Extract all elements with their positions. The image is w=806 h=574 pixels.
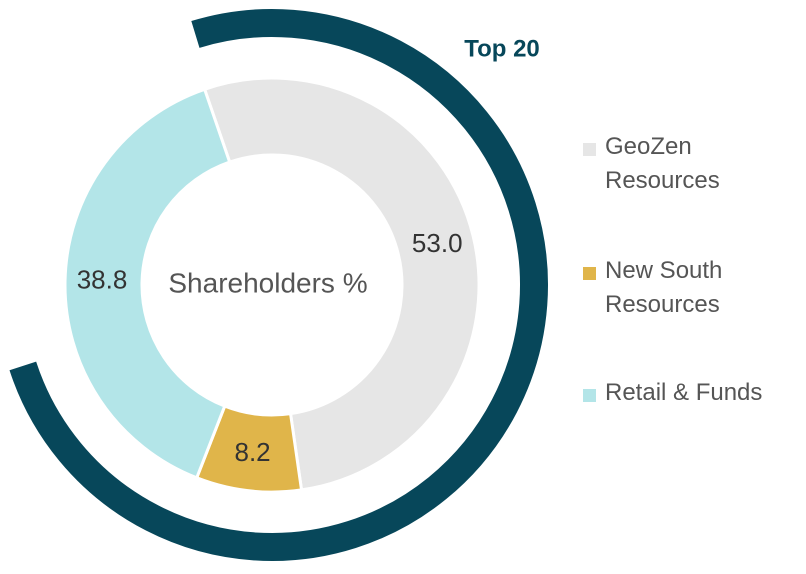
legend-swatch bbox=[583, 143, 596, 156]
slice bbox=[202, 76, 481, 492]
legend-label: New South Resources bbox=[605, 257, 723, 318]
slice bbox=[63, 87, 232, 480]
legend-label: Retail & Funds bbox=[605, 379, 763, 406]
top20-arc bbox=[9, 9, 548, 561]
legend-swatch bbox=[583, 389, 596, 402]
legend-item: New South Resources bbox=[583, 254, 805, 322]
legend-label: GeoZen Resources bbox=[605, 133, 720, 194]
legend-swatch bbox=[583, 267, 596, 280]
data-label: 38.8 bbox=[77, 264, 128, 294]
legend-item: GeoZen Resources bbox=[583, 130, 805, 198]
data-label: 53.0 bbox=[412, 228, 463, 258]
slices bbox=[63, 76, 481, 494]
legend: GeoZen Resources New South Resources Retai… bbox=[583, 130, 805, 410]
legend-item: Retail & Funds bbox=[583, 376, 805, 410]
annotation: Top 20 bbox=[464, 35, 540, 62]
data-label: 8.2 bbox=[235, 437, 271, 467]
center-label: Shareholders % bbox=[168, 267, 367, 298]
